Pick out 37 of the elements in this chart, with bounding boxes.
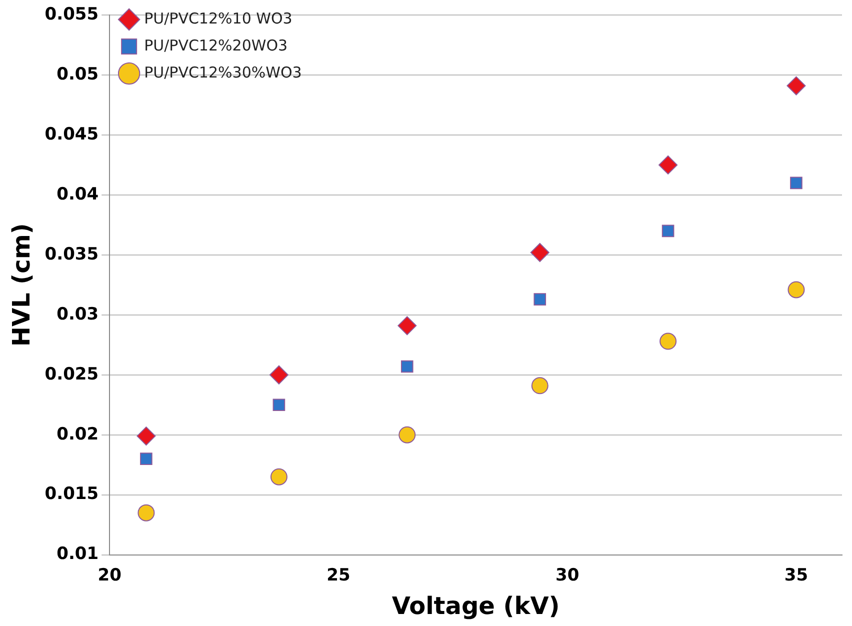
y-tick-label: 0.02 — [56, 424, 99, 444]
point — [658, 155, 678, 174]
point — [786, 76, 806, 96]
y-tick-label: 0.045 — [44, 124, 99, 144]
y-tick-label: 0.035 — [44, 244, 99, 264]
y-tick-label: 0.055 — [44, 4, 99, 24]
point — [270, 468, 288, 486]
point — [660, 332, 677, 350]
point — [534, 293, 546, 306]
x-tick-label: 35 — [784, 565, 808, 586]
y-tick-label: 0.015 — [44, 484, 99, 504]
point — [662, 224, 674, 238]
y-tick-label: 0.025 — [44, 364, 99, 384]
y-tick-label: 0.01 — [56, 544, 99, 564]
x-axis-title: Voltage (kV) — [392, 592, 560, 620]
x-tick-label: 25 — [326, 565, 350, 586]
point — [398, 316, 417, 336]
point — [790, 176, 802, 190]
point — [136, 426, 156, 446]
point — [530, 243, 550, 262]
point — [269, 365, 288, 384]
legend-label: PU/PVC12%10 WO3 — [144, 9, 292, 28]
point — [272, 398, 286, 412]
point — [788, 281, 805, 298]
point — [140, 452, 152, 465]
y-tick-label: 0.04 — [56, 184, 99, 204]
y-tick-label: 0.03 — [56, 304, 99, 324]
point — [400, 360, 414, 373]
x-tick-label: 30 — [556, 565, 580, 586]
point — [531, 377, 548, 394]
point — [138, 504, 155, 522]
legend-label: PU/PVC12%30%WO3 — [144, 63, 302, 82]
x-tick-label: 20 — [98, 565, 122, 586]
point — [398, 426, 416, 444]
y-tick-label: 0.05 — [56, 64, 99, 84]
y-axis-title: HVL (cm) — [8, 223, 36, 347]
legend-label: PU/PVC12%20WO3 — [144, 36, 288, 54]
